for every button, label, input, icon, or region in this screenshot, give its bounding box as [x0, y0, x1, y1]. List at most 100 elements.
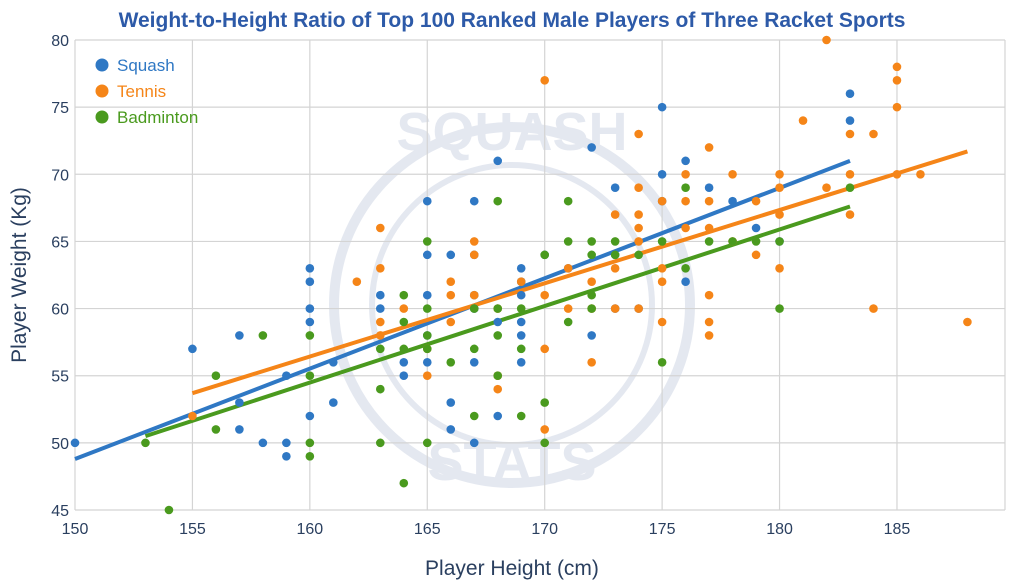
badminton-point: [376, 344, 385, 354]
tennis-point: [540, 425, 549, 434]
tennis-point: [681, 223, 690, 233]
squash-point: [70, 438, 80, 448]
badminton-point: [446, 357, 456, 367]
tennis-point: [892, 62, 902, 72]
tennis-point: [657, 277, 667, 287]
squash-point: [493, 411, 503, 421]
badminton-point: [681, 183, 690, 193]
x-tick-label: 165: [414, 521, 441, 538]
tennis-point: [587, 357, 596, 367]
tennis-point: [775, 263, 784, 273]
squash-point: [751, 223, 761, 233]
squash-point: [446, 398, 456, 407]
badminton-point: [305, 451, 315, 461]
tennis-point: [681, 196, 690, 206]
squash-point: [422, 290, 432, 300]
squash-point: [446, 250, 456, 260]
tennis-point: [634, 183, 643, 193]
badminton-point: [305, 371, 315, 381]
tennis-point: [704, 196, 714, 206]
tennis-point: [422, 371, 432, 381]
tennis-point: [587, 277, 596, 287]
tennis-point: [751, 196, 761, 206]
x-tick-label: 150: [62, 521, 89, 538]
squash-legend-marker: [95, 58, 109, 72]
tennis-point: [775, 183, 784, 193]
tick-labels: 150 155 160 165 170 175 180 185 45 50 55 60 65 70 75 80: [51, 33, 910, 538]
tennis-point: [540, 75, 549, 85]
badminton-point: [587, 304, 596, 313]
badminton-point: [399, 290, 409, 300]
badminton-point: [141, 438, 150, 448]
squash-point: [728, 196, 737, 206]
tennis-point: [376, 263, 385, 273]
badminton-point: [516, 411, 526, 421]
tennis-point: [446, 277, 456, 287]
tennis-point: [469, 237, 479, 246]
squash-point: [493, 317, 503, 327]
tennis-point: [892, 75, 902, 85]
tennis-point: [704, 290, 714, 300]
watermark-text-bottom: STATS: [428, 432, 597, 492]
tennis-point: [610, 210, 620, 219]
badminton-point: [540, 250, 549, 260]
squash-point: [376, 290, 385, 300]
tennis-point: [634, 210, 643, 219]
badminton-point: [422, 344, 432, 354]
squash-point: [704, 183, 714, 193]
squash-point: [516, 331, 526, 340]
squash-point: [376, 304, 385, 313]
badminton-point: [563, 317, 573, 327]
badminton-point: [399, 317, 409, 327]
y-axis-label: Player Weight (Kg): [8, 187, 31, 363]
squash-point: [235, 425, 244, 434]
badminton-point: [681, 263, 690, 273]
squash-point: [469, 438, 479, 448]
tennis-point: [469, 250, 479, 260]
watermark-text-top: SQUASH: [396, 102, 627, 162]
squash-point: [610, 183, 620, 193]
squash-point: [235, 398, 244, 407]
tennis-point: [634, 129, 643, 139]
badminton-point: [587, 250, 596, 260]
tennis-point: [916, 169, 925, 179]
tennis-point: [446, 317, 456, 327]
tennis-point: [869, 129, 878, 139]
squash-point: [516, 317, 526, 327]
badminton-point: [634, 250, 643, 260]
tennis-point: [399, 304, 409, 313]
tennis-point: [681, 169, 690, 179]
squash-point: [469, 196, 479, 206]
y-tick-label: 50: [51, 436, 69, 453]
tennis-point: [892, 102, 902, 112]
tennis-point: [751, 250, 761, 260]
badminton-point: [469, 411, 479, 421]
squash-point: [282, 451, 291, 461]
squash-point: [681, 277, 690, 287]
squash-point: [657, 169, 667, 179]
badminton-legend-label: Badminton: [117, 108, 198, 127]
y-tick-label: 55: [51, 369, 69, 386]
tennis-point: [634, 237, 643, 246]
badminton-point: [657, 237, 667, 246]
squash-point: [422, 196, 432, 206]
badminton-point: [399, 478, 409, 488]
badminton-point: [376, 384, 385, 394]
x-tick-label: 155: [179, 521, 206, 538]
tennis-point: [845, 129, 855, 139]
x-tick-label: 170: [531, 521, 558, 538]
squash-point: [422, 250, 432, 260]
badminton-point: [775, 237, 784, 246]
badminton-point: [305, 331, 315, 340]
tennis-point: [798, 116, 808, 125]
badminton-point: [657, 357, 667, 367]
x-tick-label: 185: [884, 521, 911, 538]
x-tick-label: 180: [766, 521, 793, 538]
tennis-point: [775, 210, 784, 219]
tennis-point: [845, 169, 855, 179]
squash-point: [305, 317, 315, 327]
tennis-point: [657, 317, 667, 327]
y-tick-label: 70: [51, 167, 69, 184]
x-axis-label: Player Height (cm): [425, 557, 599, 580]
squash-point: [516, 357, 526, 367]
